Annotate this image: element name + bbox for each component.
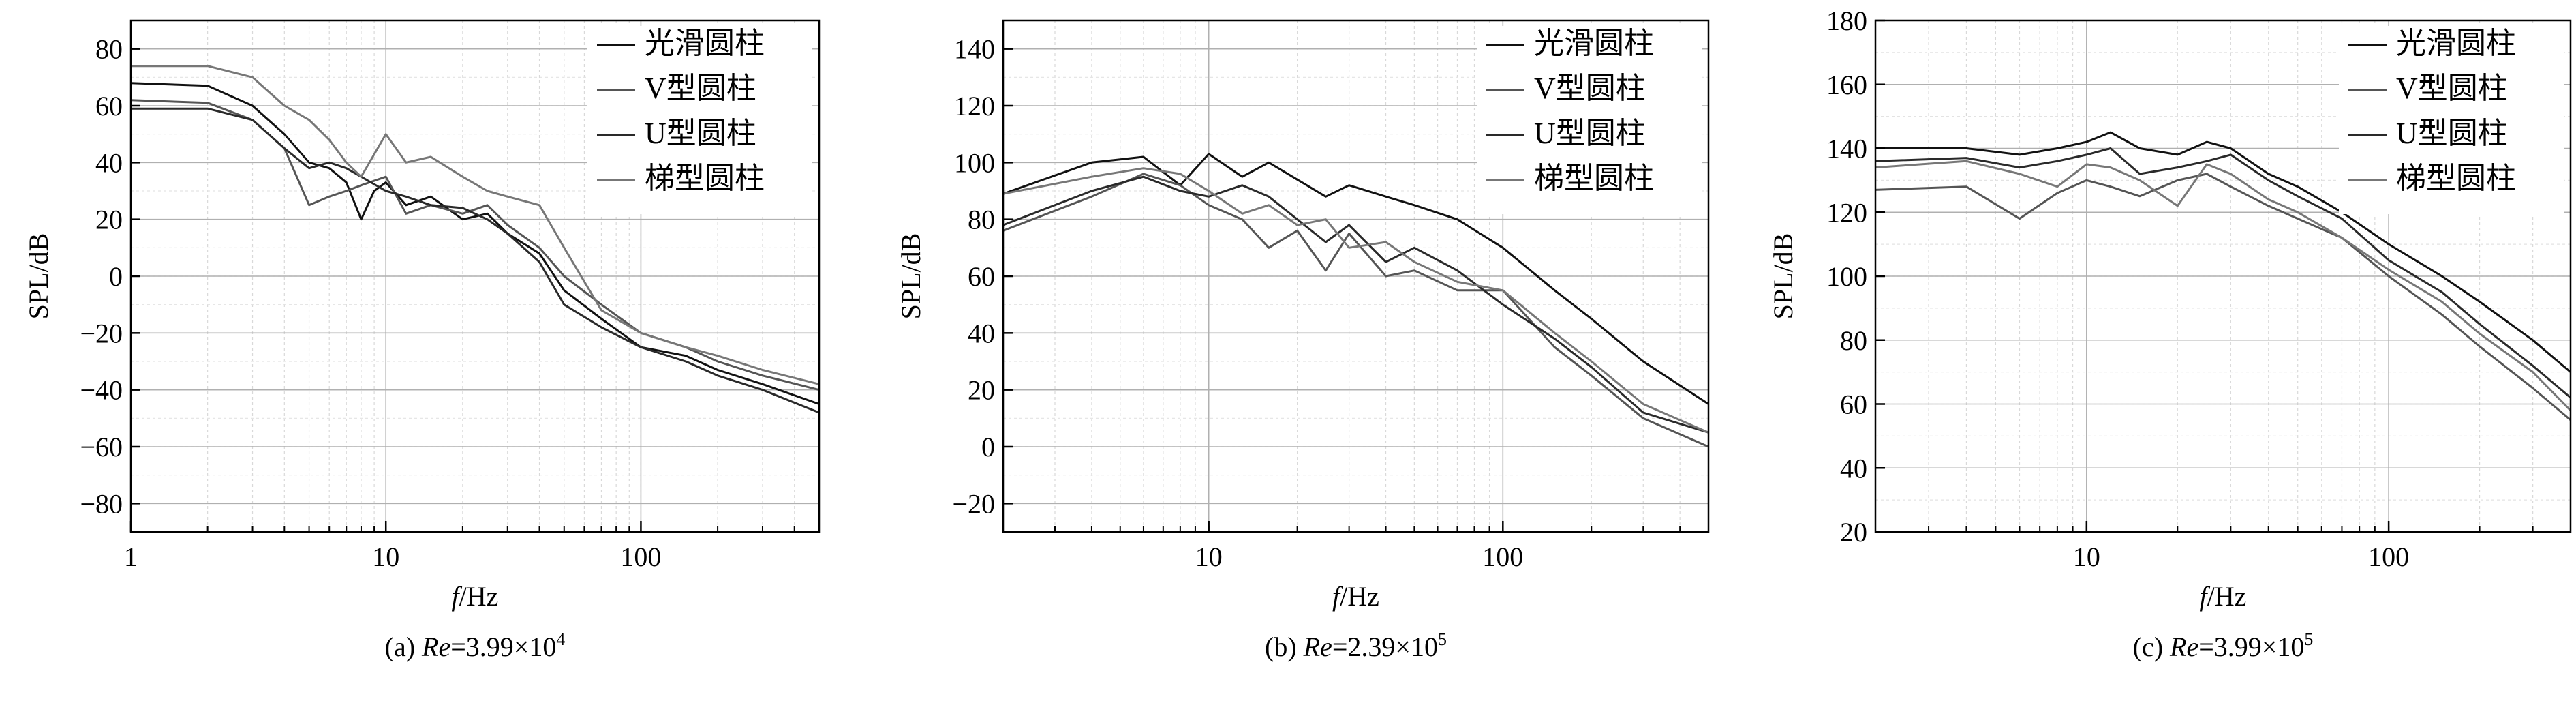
y-tick-label: 20 (1840, 517, 1867, 548)
y-tick-label: 40 (1840, 453, 1867, 483)
panel-caption: (c) Re=3.99×105 (2133, 629, 2314, 662)
y-tick-label: 0 (981, 432, 995, 462)
legend-box (587, 26, 812, 214)
y-tick-label: 20 (968, 375, 995, 406)
legend-label: V型圆柱 (645, 72, 756, 105)
y-tick-label: 160 (1826, 70, 1867, 100)
series-line-4 (131, 65, 820, 385)
panel-caption: (b) Re=2.39×105 (1265, 629, 1447, 662)
panel-caption: (a) Re=3.99×104 (385, 629, 566, 662)
legend-label: 光滑圆柱 (2396, 27, 2516, 60)
y-tick-label: 60 (95, 91, 123, 121)
series-line-3 (1875, 147, 2571, 399)
series-line-1 (130, 82, 820, 405)
y-tick-label: 140 (1826, 134, 1867, 164)
caption-re-symbol: Re (2169, 631, 2198, 662)
legend-label: 梯型圆柱 (1534, 162, 1654, 195)
y-axis-label: SPL/dB (23, 233, 54, 320)
caption-prefix: (c) (2133, 631, 2170, 662)
legend-label: U型圆柱 (1534, 117, 1646, 150)
series-line-4 (1002, 167, 1709, 434)
x-tick-label: 10 (372, 541, 399, 572)
legend-label: U型圆柱 (645, 117, 756, 150)
caption-exponent: 5 (2304, 629, 2313, 649)
legend-box (2339, 26, 2564, 214)
caption-exponent: 5 (1438, 629, 1447, 649)
legend-label: 梯型圆柱 (645, 162, 765, 195)
x-tick-label: 100 (2368, 541, 2409, 572)
caption-prefix: (a) (385, 631, 422, 662)
caption-re-symbol: Re (421, 631, 450, 662)
y-tick-label: 80 (1840, 325, 1867, 356)
legend-label: V型圆柱 (2396, 72, 2508, 105)
y-tick-label: 100 (954, 147, 995, 178)
series-line-1 (1002, 153, 1709, 405)
series-line-4 (1875, 160, 2572, 411)
y-tick-label: 60 (1840, 389, 1867, 420)
y-axis-label: SPL/dB (895, 233, 926, 320)
y-tick-label: −20 (80, 318, 123, 348)
x-axis-label: f/Hz (1332, 581, 1379, 612)
chart-panel-c: 20 40 60 80 100 120 140 160 180 10 100 SPL/dB f/Hz (c… (1768, 5, 2572, 662)
caption-exponent: 4 (556, 629, 565, 649)
x-axis-label-unit: /Hz (2207, 581, 2247, 612)
legend-label: 光滑圆柱 (1534, 27, 1654, 60)
x-axis-label-unit: /Hz (459, 581, 499, 612)
x-tick-label: 10 (2073, 541, 2100, 572)
y-tick-label: 40 (968, 318, 995, 348)
series-line-1 (1875, 131, 2571, 373)
y-tick-label: 180 (1826, 5, 1867, 36)
y-tick-label: 100 (1826, 261, 1867, 292)
x-axis-label: f/Hz (2200, 581, 2247, 612)
y-tick-label: 20 (95, 205, 123, 235)
y-tick-label: −40 (80, 375, 123, 406)
y-tick-label: −80 (80, 488, 123, 519)
y-tick-label: −60 (80, 432, 123, 462)
series-line-3 (131, 107, 820, 414)
y-tick-label: 60 (968, 261, 995, 292)
x-tick-label: 100 (1482, 541, 1523, 572)
caption-equals: =2.39×10 (1332, 631, 1438, 662)
legend-box (1477, 26, 1702, 214)
y-axis-label: SPL/dB (1768, 233, 1798, 320)
chart-panel-b: −20 0 20 40 60 80 100 120 140 10 100 SPL/dB f/Hz (b) … (895, 19, 1710, 662)
x-tick-label: 100 (620, 541, 661, 572)
caption-equals: =3.99×10 (2198, 631, 2304, 662)
legend-label: 梯型圆柱 (2396, 162, 2516, 195)
y-tick-label: 80 (968, 205, 995, 235)
y-tick-label: 40 (95, 147, 123, 178)
y-tick-label: 140 (954, 34, 995, 65)
series-line-2 (1002, 173, 1709, 448)
caption-equals: =3.99×10 (450, 631, 556, 662)
legend-label: 光滑圆柱 (645, 27, 765, 60)
caption-prefix: (b) (1265, 631, 1304, 662)
x-axis-label: f/Hz (452, 581, 499, 612)
y-tick-label: 80 (95, 34, 123, 65)
y-tick-label: −20 (952, 488, 995, 519)
legend-label: V型圆柱 (1534, 72, 1646, 105)
x-axis-label-unit: /Hz (1340, 581, 1379, 612)
legend-label: U型圆柱 (2396, 117, 2508, 150)
chart-panel-a: −80 −60 −40 −20 0 20 40 60 80 1 10 100 SPL/dB f/Hz (a)… (23, 19, 821, 662)
y-tick-label: 120 (954, 91, 995, 121)
caption-re-symbol: Re (1303, 631, 1332, 662)
x-tick-label: 1 (124, 541, 138, 572)
x-tick-label: 10 (1195, 541, 1223, 572)
series-line-2 (1875, 173, 2571, 421)
y-tick-label: 0 (109, 261, 123, 292)
y-tick-label: 120 (1826, 197, 1867, 228)
